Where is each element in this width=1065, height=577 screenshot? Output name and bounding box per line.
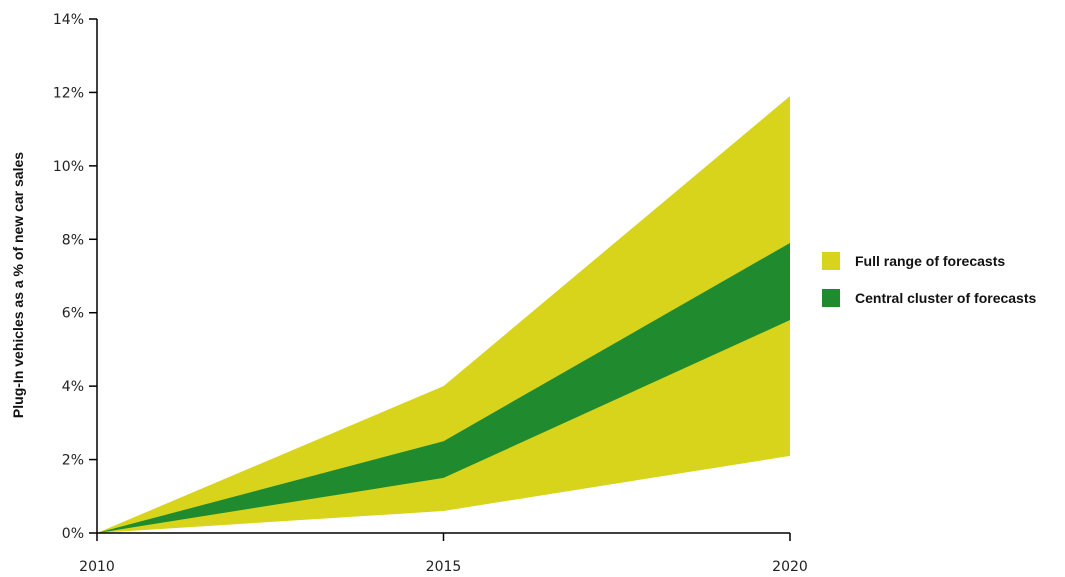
y-tick-label: 6% bbox=[62, 306, 84, 322]
x-ticks: 2010 2015 2020 bbox=[79, 533, 808, 575]
y-tick-label: 8% bbox=[62, 232, 84, 248]
x-tick-label: 2015 bbox=[426, 559, 462, 575]
y-tick-label: 14% bbox=[53, 12, 84, 28]
y-ticks: 0% 2% 4% 6% 8% 10% 12% 14% bbox=[53, 12, 97, 542]
band-full-range bbox=[97, 96, 790, 533]
x-tick-label: 2020 bbox=[772, 559, 808, 575]
band-central-cluster bbox=[97, 242, 790, 533]
legend-swatch bbox=[822, 252, 840, 270]
x-tick-label: 2010 bbox=[79, 559, 115, 575]
bands-layer bbox=[97, 96, 790, 533]
legend-swatch bbox=[822, 289, 840, 307]
y-tick-label: 2% bbox=[62, 453, 84, 469]
y-tick-label: 0% bbox=[62, 526, 84, 542]
legend-label: Central cluster of forecasts bbox=[855, 290, 1036, 306]
y-axis-label: Plug-In vehicles as a % of new car sales bbox=[10, 152, 26, 418]
y-tick-label: 12% bbox=[53, 85, 84, 101]
y-tick-label: 10% bbox=[53, 159, 84, 175]
legend: Full range of forecasts Central cluster o… bbox=[822, 252, 1036, 307]
y-tick-label: 4% bbox=[62, 379, 84, 395]
legend-label: Full range of forecasts bbox=[855, 253, 1005, 269]
